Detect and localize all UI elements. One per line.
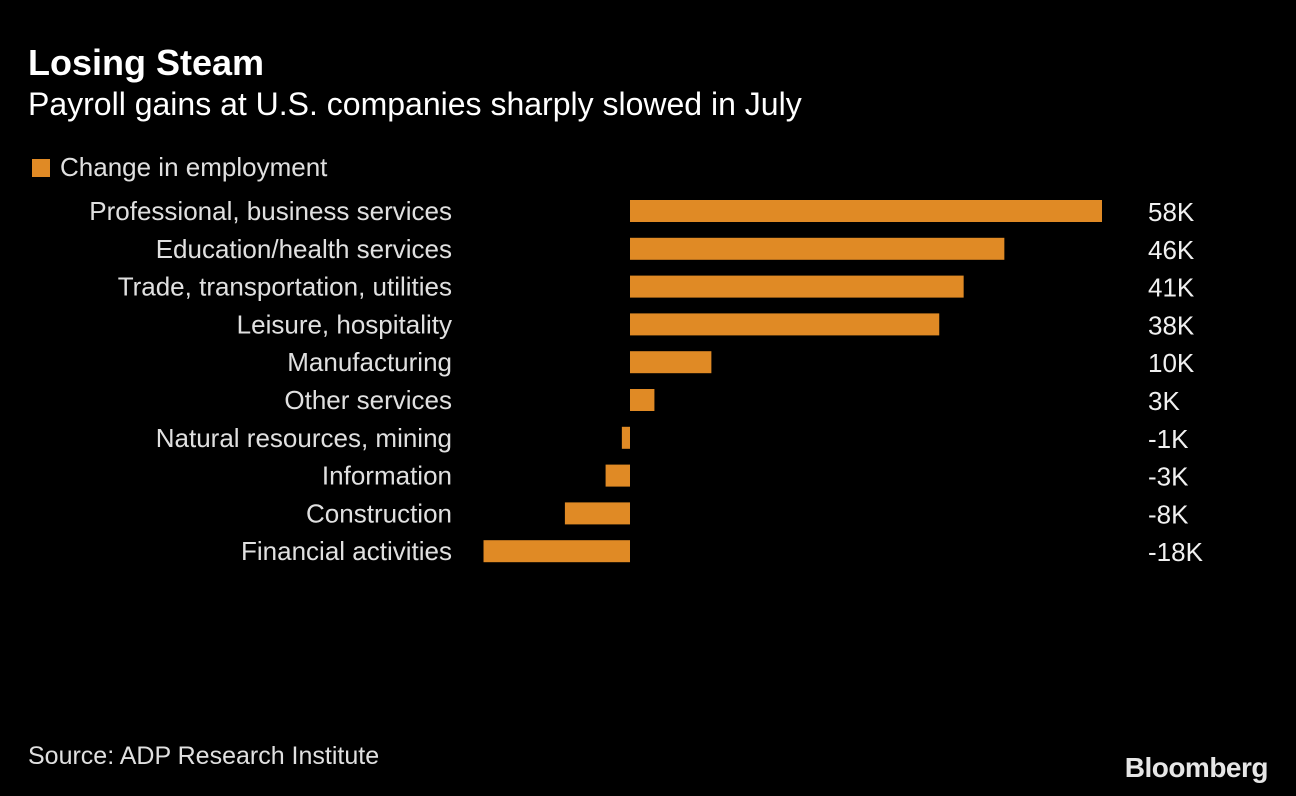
data-label: 41K <box>1148 273 1195 303</box>
legend: Change in employment <box>32 152 327 183</box>
category-label: Other services <box>284 385 452 415</box>
category-label: Natural resources, mining <box>156 423 452 453</box>
source-note: Source: ADP Research Institute <box>28 742 380 770</box>
chart-subtitle: Payroll gains at U.S. companies sharply … <box>28 86 802 122</box>
category-label: Trade, transportation, utilities <box>118 272 452 302</box>
data-label: 46K <box>1148 235 1195 265</box>
data-label: 38K <box>1148 310 1195 340</box>
bar <box>630 275 964 298</box>
bar <box>630 313 940 336</box>
bar <box>630 200 1102 222</box>
bar <box>483 540 630 563</box>
data-label: 58K <box>1148 197 1195 227</box>
data-label: 10K <box>1148 348 1195 378</box>
data-label: -1K <box>1148 424 1189 454</box>
category-label: Manufacturing <box>287 347 452 377</box>
category-label: Information <box>322 461 452 491</box>
bar <box>605 464 630 487</box>
bar <box>564 502 630 525</box>
category-label: Construction <box>306 498 452 528</box>
bar <box>630 237 1005 260</box>
category-label: Financial activities <box>241 536 452 566</box>
bloomberg-logo: Bloomberg <box>1124 752 1269 783</box>
data-label: 3K <box>1148 386 1180 416</box>
category-label: Education/health services <box>156 234 452 264</box>
category-label: Professional, business services <box>89 196 452 226</box>
legend-label: Change in employment <box>60 152 328 182</box>
data-label: -3K <box>1148 462 1189 492</box>
legend-swatch <box>32 158 50 177</box>
data-label: -8K <box>1148 499 1189 529</box>
bar <box>630 351 712 374</box>
chart-title: Losing Steam <box>28 42 265 83</box>
bar <box>621 426 630 449</box>
category-label: Leisure, hospitality <box>237 309 452 339</box>
bar <box>630 389 655 411</box>
data-label: -18K <box>1148 537 1204 567</box>
